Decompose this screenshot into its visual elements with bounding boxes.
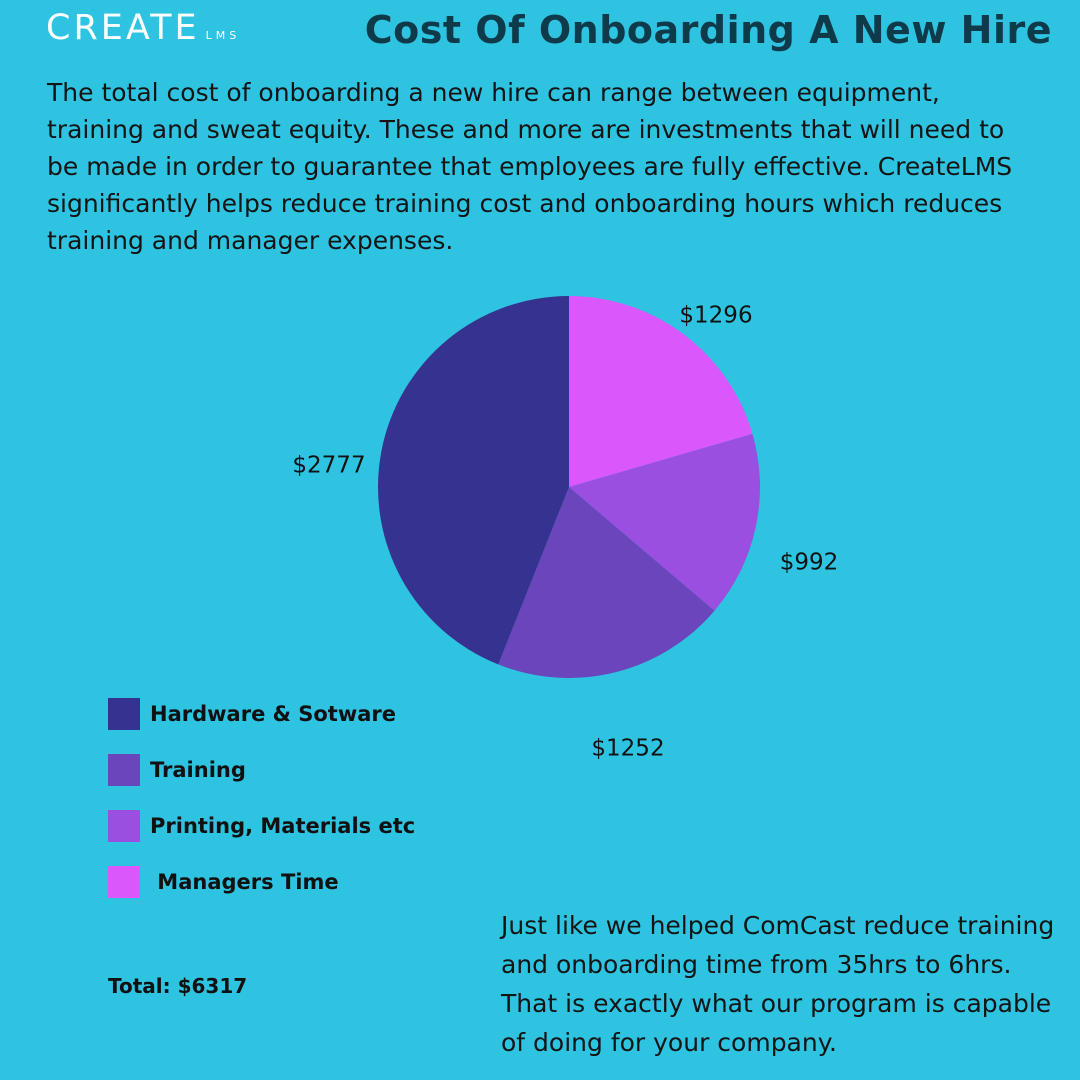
legend-item-hardware: Hardware & Sotware: [108, 686, 415, 742]
legend-label-training: Training: [150, 758, 246, 782]
legend-swatch-printing: [108, 810, 140, 842]
pie-label-printing: $992: [780, 550, 839, 576]
pie-slice-printing: [569, 433, 760, 611]
total-label: Total: $6317: [108, 974, 248, 998]
pie-slice-managers-time: [569, 296, 753, 487]
footer-paragraph: Just like we helped ComCast reduce train…: [501, 911, 1055, 1057]
logo-wordmark: CREATE: [46, 8, 200, 48]
pie-slice-training: [498, 487, 715, 678]
legend-swatch-hardware: [108, 698, 140, 730]
pie-slices: [377, 296, 760, 678]
pie-value-labels: $1296 $992 $1252 $2777: [292, 303, 838, 762]
chart-legend: Hardware & Sotware Training Printing, Ma…: [108, 686, 415, 910]
intro-paragraph: The total cost of onboarding a new hire …: [47, 78, 1013, 255]
legend-swatch-managers-time: [108, 866, 140, 898]
pie-label-managers-time: $1296: [679, 303, 752, 329]
legend-label-managers-time: Managers Time: [150, 870, 339, 894]
legend-label-hardware: Hardware & Sotware: [150, 702, 397, 726]
pie-slice-hardware: [377, 296, 569, 665]
pie-label-training: $1252: [591, 736, 664, 762]
legend-swatch-training: [108, 754, 140, 786]
pie-label-hardware: $2777: [292, 453, 365, 479]
page-title: Cost Of Onboarding A New Hire: [364, 8, 1052, 52]
legend-item-managers-time: Managers Time: [108, 854, 415, 910]
createlms-logo: CREATE LMS: [46, 8, 240, 48]
legend-item-training: Training: [108, 742, 415, 798]
legend-item-printing: Printing, Materials etc: [108, 798, 415, 854]
logo-subtext: LMS: [205, 29, 241, 42]
legend-label-printing: Printing, Materials etc: [150, 814, 416, 838]
